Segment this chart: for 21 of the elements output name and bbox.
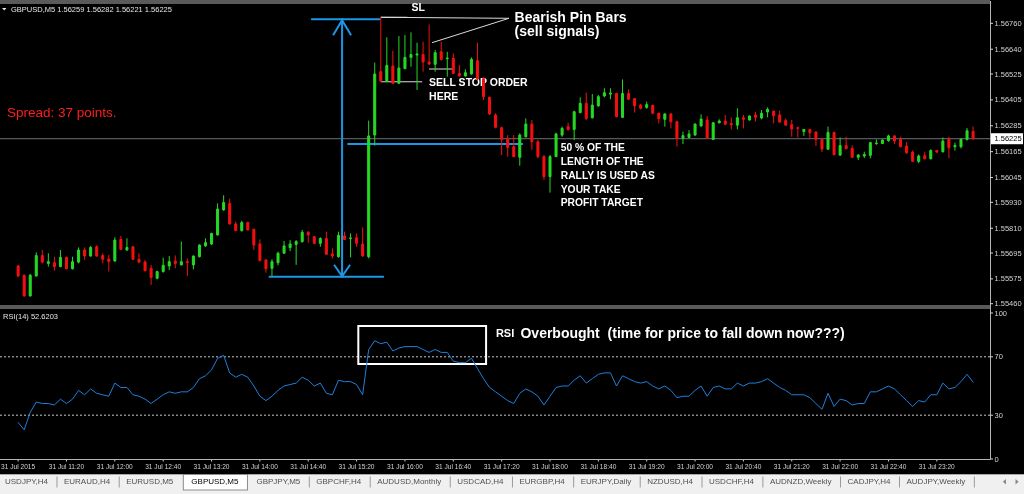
annotation: SL xyxy=(411,1,426,13)
annotation: RSI xyxy=(495,327,515,339)
text: EURGBP,H4 xyxy=(519,477,566,486)
text: AUDJPY,Weekly xyxy=(906,477,966,486)
text: AUDUSD,Monthly xyxy=(377,477,442,486)
text: EURJPY,Daily xyxy=(580,477,632,486)
text: GBPJPY,M5 xyxy=(256,477,301,486)
text: USDCHF,H4 xyxy=(708,477,755,486)
annotation: 50 % OF THE LENGTH OF THE RALLY IS USED AS YOUR TAKE PROFIT TARGET xyxy=(560,141,655,208)
text: USDJPY,H4 xyxy=(5,477,49,486)
annotation: Overbought (time for price to fall down now???) xyxy=(520,325,845,341)
text: EURUSD,M5 xyxy=(126,477,174,486)
text: GBPCHF,H4 xyxy=(316,477,362,486)
text: AUDNZD,Weekly xyxy=(769,477,832,486)
text: USDCAD,H4 xyxy=(457,477,505,486)
text: EURAUD,H4 xyxy=(63,477,111,486)
text: CADJPY,H4 xyxy=(847,477,892,486)
text: GBPUSD,M5 xyxy=(191,477,239,486)
annotation: Spread: 37 points. xyxy=(7,104,117,120)
text: NZDUSD,H4 xyxy=(647,477,694,486)
annotation: Bearish Pin Bars (sell signals) xyxy=(514,8,627,39)
